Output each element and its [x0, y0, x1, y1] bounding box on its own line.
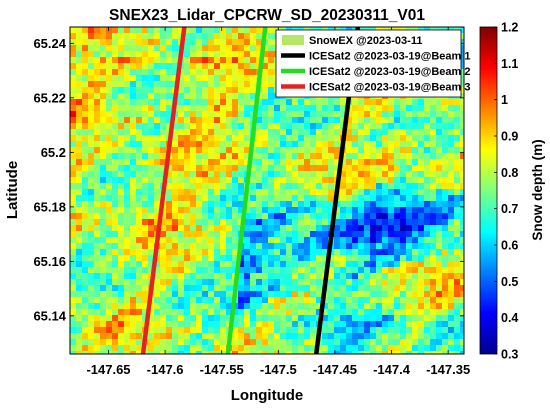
y-tick-label: 65.2 [41, 145, 66, 160]
y-tick-label: 65.22 [33, 90, 66, 105]
x-tick-label: -147.6 [147, 362, 184, 377]
colorbar-tick-label: 1.1 [501, 57, 518, 71]
colorbar-gradient [479, 26, 498, 355]
legend-label: ICESat2 @2023-03-19@Beam 3 [309, 82, 470, 94]
colorbar-tick-label: 0.7 [501, 202, 518, 216]
colorbar-tick-label: 0.3 [501, 348, 518, 362]
colorbar-tick-label: 0.4 [501, 311, 518, 325]
x-tick-label: -147.4 [373, 362, 411, 377]
y-tick-label: 65.24 [33, 36, 66, 51]
x-tick-label: -147.5 [260, 362, 297, 377]
x-axis-label: Longitude [231, 387, 303, 404]
colorbar-tick-label: 0.6 [501, 239, 518, 253]
x-tick-label: -147.55 [200, 362, 244, 377]
chart-title: SNEX23_Lidar_CPCRW_SD_20230311_V01 [109, 7, 425, 24]
y-tick-label: 65.14 [33, 308, 66, 323]
legend-label: ICESat2 @2023-03-19@Beam 1 [309, 51, 470, 63]
colorbar-tick-label: 1.2 [501, 21, 518, 35]
colorbar-tick-label: 1 [501, 93, 508, 107]
y-tick-label: 65.18 [33, 199, 66, 214]
legend-swatch [282, 35, 304, 45]
plot-area [69, 26, 465, 355]
colorbar-tick-label: 0.9 [501, 130, 518, 144]
snow-depth-heatmap [70, 27, 464, 354]
x-tick-label: -147.35 [426, 362, 470, 377]
plot-frame [69, 26, 465, 355]
legend-box [275, 29, 462, 98]
x-tick-label: -147.65 [86, 362, 130, 377]
y-axis-ticks: 65.14 65.16 65.18 65.2 65.22 65.24 [33, 36, 464, 323]
y-tick-label: 65.16 [33, 254, 66, 269]
colorbar-tick-label: 0.5 [501, 275, 518, 289]
track-beam-2 [225, 27, 268, 354]
x-tick-label: -147.45 [313, 362, 357, 377]
colorbar-ticks: 0.3 0.4 0.5 0.6 0.7 0.8 0.9 1 1.1 1.2 [494, 21, 518, 362]
colorbar-label: Snow depth (m) [530, 139, 545, 240]
legend-label: ICESat2 @2023-03-19@Beam 2 [309, 66, 470, 78]
x-axis-ticks: -147.65 -147.6 -147.55 -147.5 -147.45 -147.4-… [86, 27, 470, 377]
colorbar: 0.3 0.4 0.5 0.6 0.7 0.8 0.9 1 1.1 1.2 [479, 21, 518, 362]
legend-label: SnowEX @2023-03-11 [309, 35, 422, 47]
y-axis-label: Latitude [4, 161, 21, 219]
track-beam-3 [140, 27, 187, 354]
legend: SnowEX @2023-03-11 ICESat2 @2023-03-19@Be… [275, 29, 470, 98]
colorbar-tick-label: 0.8 [501, 166, 518, 180]
